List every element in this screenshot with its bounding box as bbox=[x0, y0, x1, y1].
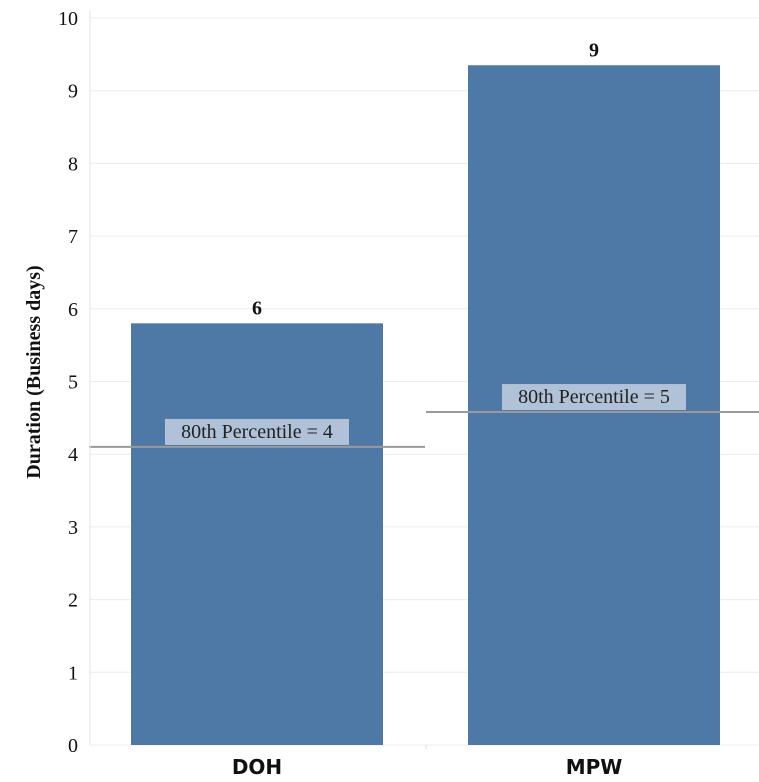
y-tick-label: 5 bbox=[68, 372, 78, 394]
y-axis-label: Duration (Business days) bbox=[23, 265, 45, 478]
data-label-mpw: 9 bbox=[589, 39, 599, 61]
reference-label-mpw: 80th Percentile = 5 bbox=[518, 386, 670, 408]
reference-label-box bbox=[165, 418, 349, 445]
data-label-doh: 6 bbox=[252, 297, 262, 319]
y-tick-label: 1 bbox=[68, 662, 78, 684]
y-tick-label: 0 bbox=[68, 735, 78, 757]
bar-doh bbox=[131, 323, 383, 745]
reference-label-box bbox=[502, 384, 686, 411]
reference-lines: 80th Percentile = 4 80th Percentile = 5 bbox=[89, 384, 759, 448]
y-tick-label: 6 bbox=[68, 299, 78, 321]
y-tick-label: 3 bbox=[68, 517, 78, 539]
reference-label-doh: 80th Percentile = 4 bbox=[181, 421, 333, 443]
y-tick-label: 2 bbox=[68, 590, 78, 612]
y-tick-label: 9 bbox=[68, 81, 78, 103]
x-tick-label-mpw: MPW bbox=[566, 755, 623, 779]
x-tick-label-doh: DOH bbox=[232, 755, 282, 779]
y-tick-label: 10 bbox=[58, 8, 78, 30]
y-tick-label: 4 bbox=[68, 444, 78, 466]
axes: 0 1 2 3 4 5 6 7 8 9 10 DOH MPW bbox=[58, 8, 622, 779]
y-tick-label: 8 bbox=[68, 153, 78, 175]
y-tick-label: 7 bbox=[68, 226, 78, 248]
